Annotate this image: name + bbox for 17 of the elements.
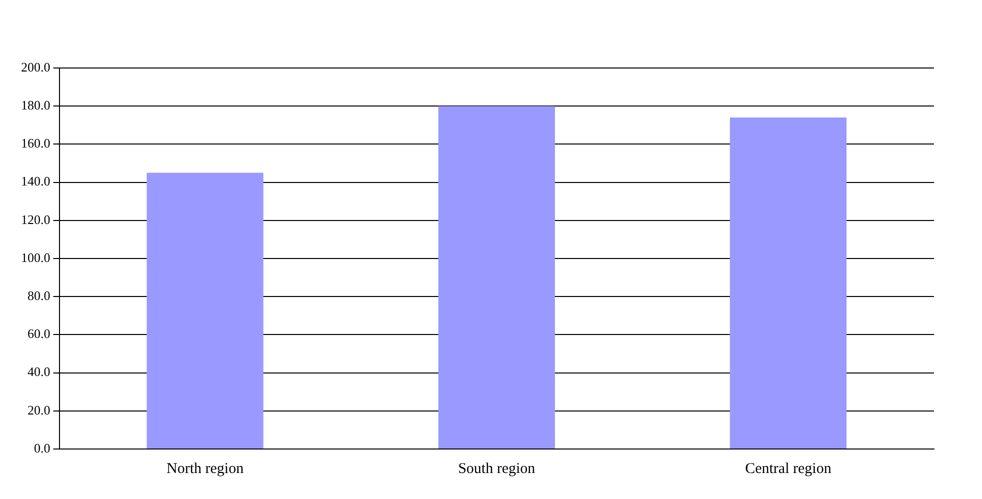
bar: [730, 118, 847, 448]
y-tick-label: 0.0: [34, 440, 50, 456]
y-tick-label: 60.0: [28, 326, 50, 342]
y-tick-label: 100.0: [21, 250, 50, 265]
y-tick-label: 120.0: [21, 212, 50, 227]
y-tick-label: 140.0: [21, 174, 50, 189]
y-tick-label: 40.0: [28, 364, 50, 380]
y-tick-label: 20.0: [28, 402, 50, 418]
x-tick-label: South region: [458, 460, 536, 477]
bar: [438, 106, 555, 448]
x-tick-label: North region: [166, 460, 244, 477]
y-tick-label: 200.0: [21, 59, 50, 74]
y-tick-label: 80.0: [28, 288, 50, 304]
y-tick-label: 180.0: [21, 98, 50, 113]
x-tick-label: Central region: [745, 460, 832, 477]
y-tick-label: 160.0: [21, 136, 50, 151]
bar: [146, 172, 264, 448]
